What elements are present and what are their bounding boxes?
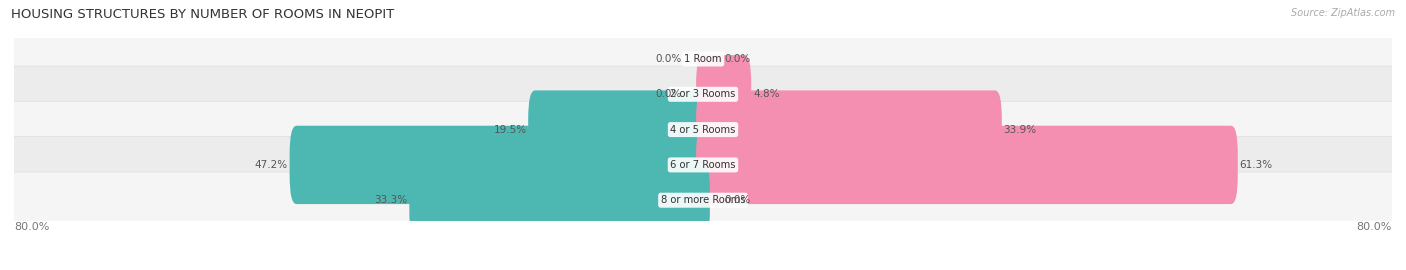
FancyBboxPatch shape [11, 31, 1395, 87]
FancyBboxPatch shape [696, 55, 751, 133]
FancyBboxPatch shape [11, 172, 1395, 228]
Text: 6 or 7 Rooms: 6 or 7 Rooms [671, 160, 735, 170]
Text: 33.9%: 33.9% [1004, 124, 1036, 135]
Text: 80.0%: 80.0% [14, 222, 49, 232]
FancyBboxPatch shape [696, 90, 1002, 169]
Text: Source: ZipAtlas.com: Source: ZipAtlas.com [1291, 8, 1395, 18]
Text: 2 or 3 Rooms: 2 or 3 Rooms [671, 89, 735, 99]
Text: 33.3%: 33.3% [374, 195, 408, 205]
Text: 4 or 5 Rooms: 4 or 5 Rooms [671, 124, 735, 135]
FancyBboxPatch shape [290, 126, 710, 204]
Text: 0.0%: 0.0% [655, 54, 682, 64]
Text: 19.5%: 19.5% [494, 124, 526, 135]
Text: 8 or more Rooms: 8 or more Rooms [661, 195, 745, 205]
FancyBboxPatch shape [11, 101, 1395, 158]
Text: 0.0%: 0.0% [724, 195, 751, 205]
Text: 80.0%: 80.0% [1357, 222, 1392, 232]
FancyBboxPatch shape [11, 137, 1395, 193]
Text: 61.3%: 61.3% [1240, 160, 1272, 170]
FancyBboxPatch shape [696, 126, 1237, 204]
FancyBboxPatch shape [11, 66, 1395, 123]
Text: 4.8%: 4.8% [754, 89, 779, 99]
Legend: Owner-occupied, Renter-occupied: Owner-occupied, Renter-occupied [581, 266, 825, 270]
FancyBboxPatch shape [529, 90, 710, 169]
Text: 1 Room: 1 Room [685, 54, 721, 64]
Text: 0.0%: 0.0% [724, 54, 751, 64]
Text: 47.2%: 47.2% [254, 160, 288, 170]
FancyBboxPatch shape [409, 161, 710, 239]
Text: 0.0%: 0.0% [655, 89, 682, 99]
Text: HOUSING STRUCTURES BY NUMBER OF ROOMS IN NEOPIT: HOUSING STRUCTURES BY NUMBER OF ROOMS IN… [11, 8, 395, 21]
